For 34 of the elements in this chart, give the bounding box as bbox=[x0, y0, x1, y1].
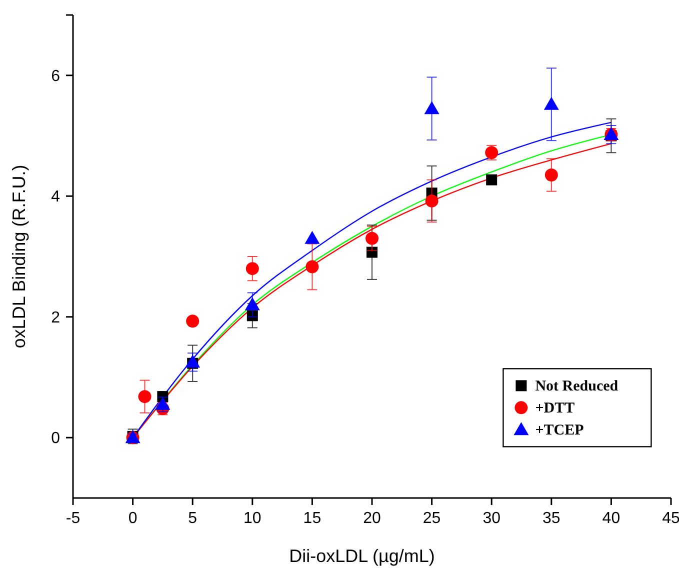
x-tick-label: 35 bbox=[542, 510, 560, 527]
x-tick-label: 40 bbox=[602, 510, 620, 527]
x-tick-label: 5 bbox=[188, 510, 198, 527]
point bbox=[486, 174, 498, 186]
y-tick-label: 4 bbox=[51, 188, 60, 206]
point bbox=[304, 230, 320, 244]
point bbox=[246, 262, 259, 276]
y-axis-title: oxLDL Binding (R.F.U.) bbox=[9, 164, 29, 348]
legend-label: +DTT bbox=[535, 400, 575, 417]
x-tick-label: 30 bbox=[482, 510, 501, 527]
x-tick-label: 20 bbox=[363, 510, 381, 527]
point bbox=[244, 297, 260, 310]
point bbox=[424, 101, 440, 114]
legend-label: Not Reduced bbox=[535, 378, 619, 395]
point bbox=[544, 96, 559, 110]
point bbox=[366, 232, 378, 245]
y-tick-label: 0 bbox=[51, 430, 60, 448]
x-tick-label: 15 bbox=[303, 510, 322, 527]
x-tick-label: 10 bbox=[244, 510, 262, 527]
point bbox=[186, 314, 200, 328]
x-tick-label: 45 bbox=[662, 510, 679, 527]
y-tick-label: 2 bbox=[51, 309, 60, 326]
point bbox=[185, 354, 200, 368]
point bbox=[306, 260, 319, 274]
x-tick-label: -5 bbox=[66, 510, 80, 527]
x-tick-label: 0 bbox=[128, 510, 138, 527]
point bbox=[425, 194, 438, 208]
point bbox=[544, 168, 558, 182]
x-axis-title: Dii-oxLDL (µg/mL) bbox=[289, 546, 435, 566]
point bbox=[155, 396, 170, 410]
legend-label: +TCEP bbox=[535, 422, 584, 439]
point bbox=[138, 390, 152, 404]
y-tick-label: 6 bbox=[51, 68, 60, 85]
x-tick-label: 25 bbox=[422, 510, 441, 527]
